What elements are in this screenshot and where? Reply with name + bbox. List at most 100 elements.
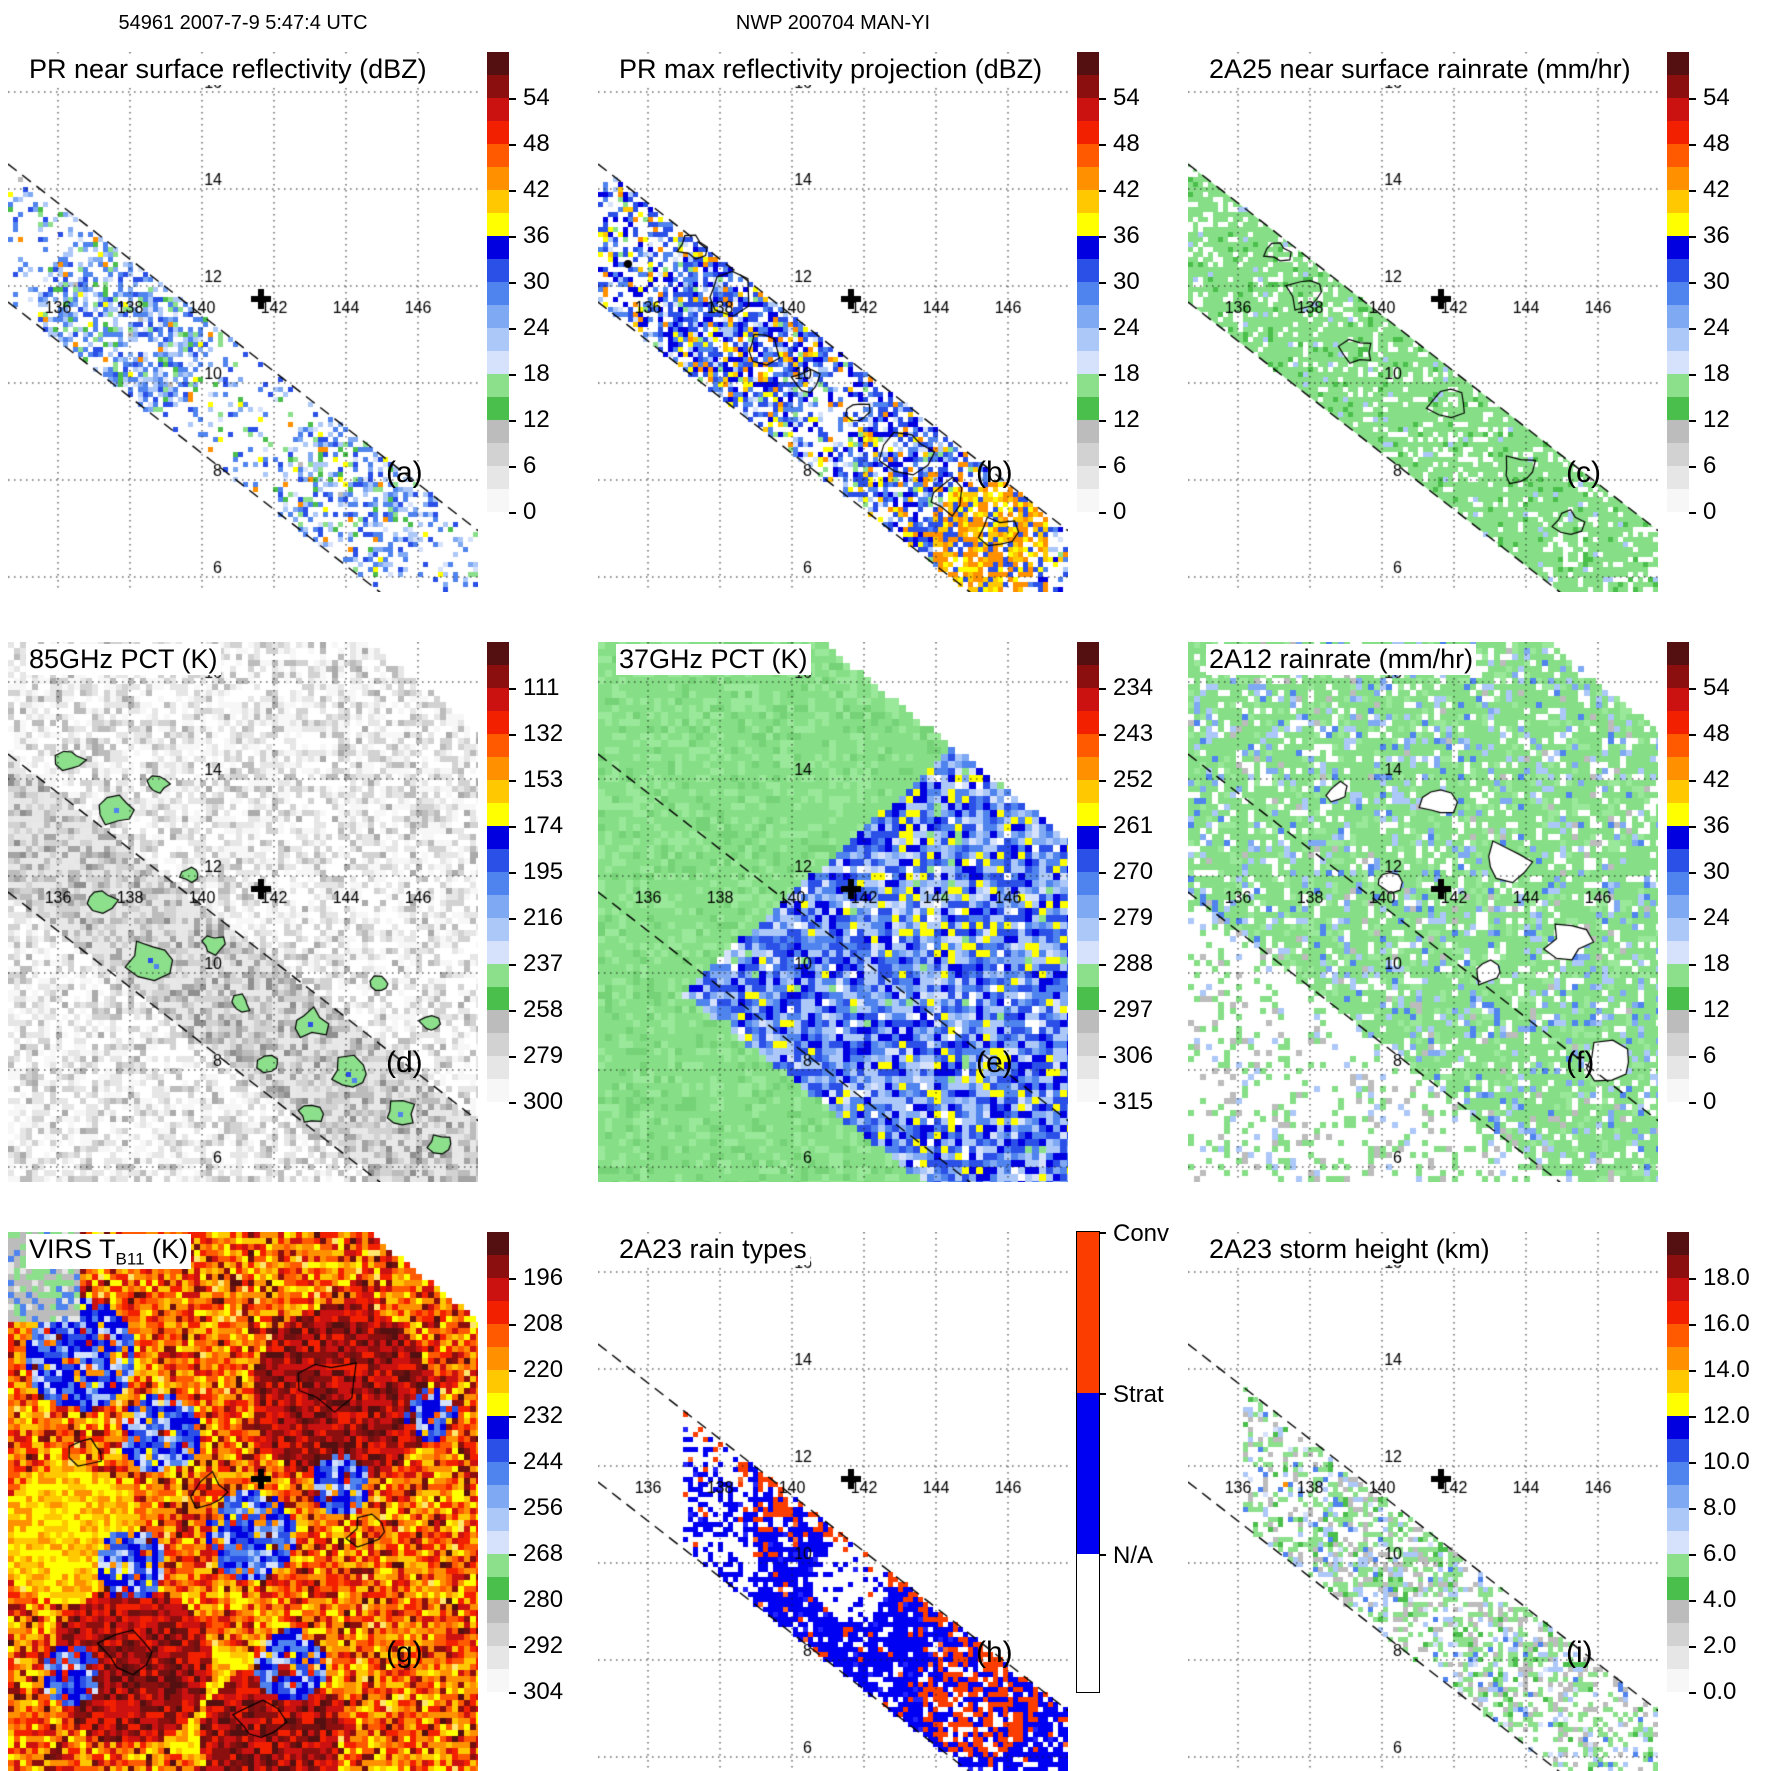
colorbar-tick-mark bbox=[1689, 1508, 1696, 1510]
colorbar-tick-mark bbox=[1099, 328, 1106, 330]
colorbar-tick-mark bbox=[1099, 98, 1106, 100]
colorbar-tick-mark bbox=[1099, 1102, 1106, 1104]
colorbar-tick-label: 292 bbox=[523, 1632, 564, 1659]
colorbar-segment bbox=[487, 941, 509, 964]
colorbar-segment bbox=[487, 1416, 509, 1439]
colorbar-segment bbox=[1077, 443, 1099, 466]
panel-b-colorbar: 54 48 42 36 30 24 18 12 6 0 bbox=[1077, 52, 1140, 525]
colorbar-tick-label: 153 bbox=[523, 766, 564, 793]
colorbar-tick-mark bbox=[1099, 1056, 1106, 1058]
colorbar-segment bbox=[1077, 895, 1099, 918]
colorbar-tick-mark bbox=[1099, 780, 1106, 782]
colorbar-tick-mark bbox=[1099, 1232, 1106, 1234]
colorbar-tick-label: 48 bbox=[1113, 130, 1140, 157]
colorbar-segment bbox=[1667, 1324, 1689, 1347]
panel-c: 2A25 near surface rainrate (mm/hr) (c) 5… bbox=[1180, 0, 1770, 592]
colorbar-segment bbox=[487, 144, 509, 167]
colorbar-tick-mark bbox=[509, 1508, 516, 1510]
panel-d-map bbox=[8, 642, 478, 1182]
colorbar-tick-label: 48 bbox=[1703, 720, 1730, 747]
colorbar-tick-mark bbox=[509, 780, 516, 782]
colorbar-tick-label: 54 bbox=[1703, 674, 1730, 701]
colorbar-segment bbox=[1667, 1056, 1689, 1079]
panel-h: 2A23 rain types (h) Conv Strat N/A bbox=[590, 1180, 1180, 1771]
colorbar-segment bbox=[487, 420, 509, 443]
colorbar-tick-label: 268 bbox=[523, 1540, 564, 1567]
colorbar-segment bbox=[1077, 167, 1099, 190]
colorbar-segment bbox=[1077, 918, 1099, 941]
colorbar-category-label: Conv bbox=[1113, 1220, 1170, 1248]
colorbar-segment bbox=[1667, 121, 1689, 144]
colorbar-segment bbox=[487, 1554, 509, 1577]
colorbar-tick-label: 30 bbox=[1703, 858, 1730, 885]
colorbar-segment bbox=[487, 374, 509, 397]
colorbar-segment bbox=[1667, 872, 1689, 895]
colorbar-tick-label: 12 bbox=[1703, 406, 1730, 433]
colorbar-tick-mark bbox=[1689, 374, 1696, 376]
colorbar-tick-label: 36 bbox=[1113, 222, 1140, 249]
colorbar-tick-mark bbox=[1099, 420, 1106, 422]
colorbar-segment bbox=[487, 1370, 509, 1393]
colorbar-segment bbox=[1077, 259, 1099, 282]
panel-h-title: 2A23 rain types bbox=[616, 1234, 810, 1266]
colorbar-tick-mark bbox=[509, 1324, 516, 1326]
colorbar-segment bbox=[487, 443, 509, 466]
colorbar-tick-mark bbox=[1689, 1416, 1696, 1418]
colorbar-tick-label: 48 bbox=[523, 130, 550, 157]
colorbar-tick-label: 18 bbox=[523, 360, 550, 387]
colorbar-tick-mark bbox=[1689, 282, 1696, 284]
colorbar-segment bbox=[487, 1255, 509, 1278]
colorbar-tick-label: 258 bbox=[523, 996, 564, 1023]
colorbar-segment bbox=[1077, 987, 1099, 1010]
colorbar-tick-mark bbox=[1689, 872, 1696, 874]
colorbar-tick-label: 12 bbox=[1113, 406, 1140, 433]
colorbar-tick-label: 111 bbox=[523, 674, 560, 701]
colorbar-segment bbox=[1667, 780, 1689, 803]
colorbar-segment bbox=[487, 282, 509, 305]
colorbar-segment bbox=[1667, 1393, 1689, 1416]
colorbar-tick-mark bbox=[1689, 964, 1696, 966]
colorbar-tick-label: 42 bbox=[1113, 176, 1140, 203]
colorbar-tick-label: 12.0 bbox=[1703, 1402, 1750, 1429]
colorbar-tick-mark bbox=[1099, 1554, 1106, 1556]
colorbar-tick-label: 0.0 bbox=[1703, 1678, 1737, 1705]
colorbar-tick-label: 232 bbox=[523, 1402, 564, 1429]
colorbar-segment bbox=[1077, 190, 1099, 213]
colorbar-segment bbox=[1667, 1347, 1689, 1370]
colorbar-tick-label: 195 bbox=[523, 858, 564, 885]
colorbar-tick-mark bbox=[1099, 374, 1106, 376]
panel-i-map bbox=[1188, 1232, 1658, 1771]
colorbar-segment bbox=[487, 780, 509, 803]
colorbar-tick-label: 0 bbox=[1703, 498, 1717, 525]
colorbar-segment bbox=[487, 757, 509, 780]
colorbar-tick-mark bbox=[1099, 734, 1106, 736]
colorbar-tick-mark bbox=[509, 236, 516, 238]
colorbar-segment bbox=[1667, 328, 1689, 351]
colorbar-tick-mark bbox=[1689, 826, 1696, 828]
panel-a: PR near surface reflectivity (dBZ) (a) 5… bbox=[0, 0, 590, 592]
colorbar-tick-mark bbox=[1689, 1462, 1696, 1464]
panel-b-map bbox=[598, 52, 1068, 592]
colorbar-segment bbox=[1077, 665, 1099, 688]
colorbar-tick-label: 196 bbox=[523, 1264, 564, 1291]
colorbar-segment bbox=[1667, 1462, 1689, 1485]
colorbar-tick-mark bbox=[1689, 918, 1696, 920]
colorbar-segment bbox=[1667, 895, 1689, 918]
colorbar-segment bbox=[487, 642, 509, 665]
colorbar-segment bbox=[1077, 52, 1099, 75]
colorbar-tick-label: 0 bbox=[1703, 1088, 1717, 1115]
colorbar-segment bbox=[487, 1508, 509, 1531]
colorbar-tick-mark bbox=[1689, 1056, 1696, 1058]
colorbar-segment bbox=[1077, 711, 1099, 734]
colorbar-tick-label: 54 bbox=[523, 84, 550, 111]
colorbar-tick-mark bbox=[1689, 780, 1696, 782]
colorbar-segment bbox=[487, 1393, 509, 1416]
colorbar-tick-mark bbox=[509, 374, 516, 376]
colorbar-segment bbox=[1667, 1577, 1689, 1600]
colorbar-tick-mark bbox=[1689, 512, 1696, 514]
panel-f-title: 2A12 rainrate (mm/hr) bbox=[1206, 644, 1477, 676]
colorbar-tick-label: 174 bbox=[523, 812, 564, 839]
colorbar-tick-mark bbox=[509, 1692, 516, 1694]
colorbar-segment bbox=[1077, 757, 1099, 780]
colorbar-tick-label: 6 bbox=[523, 452, 537, 479]
